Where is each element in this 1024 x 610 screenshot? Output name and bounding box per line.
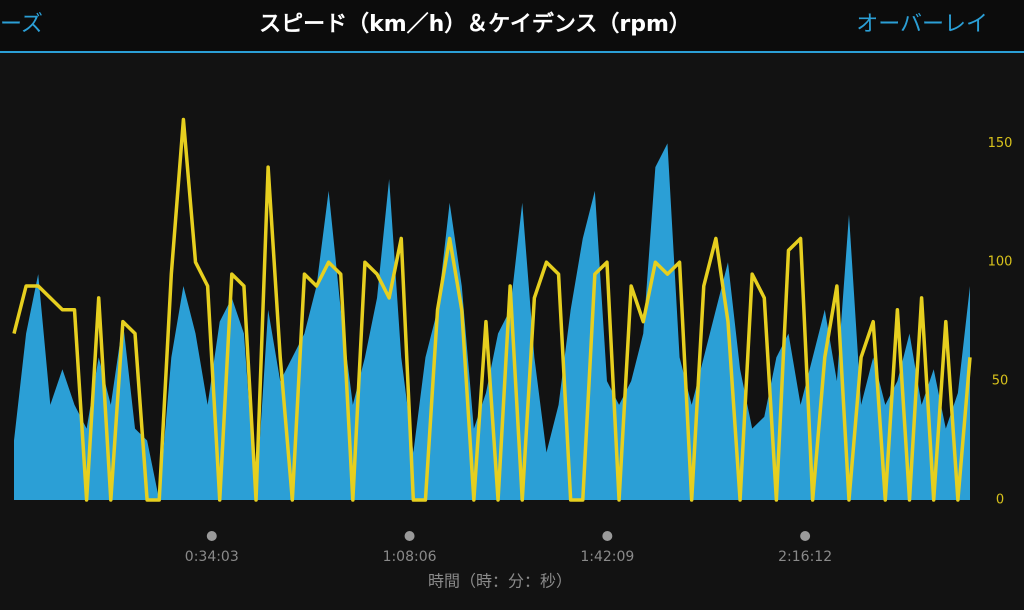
x-tick-label: 1:42:09 <box>580 549 634 565</box>
y-tick-label: 0 <box>996 493 1004 508</box>
header-bar <box>0 0 1024 52</box>
speed-area <box>14 143 970 501</box>
x-tick-dot <box>800 531 811 541</box>
x-tick-dot <box>602 531 613 541</box>
x-tick-dot <box>404 531 415 541</box>
x-axis-label: 時間（時：分：秒） <box>428 572 572 591</box>
overlay-button[interactable]: オーバーレイ <box>856 12 988 37</box>
chart-title: スピード（km／h）＆ケイデンス（rpm） <box>259 11 691 37</box>
x-tick-label: 1:08:06 <box>383 549 437 565</box>
x-tick-label: 2:16:12 <box>778 549 832 565</box>
cadence-line <box>12 117 972 502</box>
y-tick-label: 50 <box>992 374 1009 389</box>
y-tick-label: 150 <box>988 136 1013 151</box>
y-tick-label: 100 <box>988 255 1013 270</box>
x-tick-dot <box>206 531 217 541</box>
back-button[interactable]: ーズ <box>0 12 43 37</box>
x-tick-label: 0:34:03 <box>185 549 239 565</box>
